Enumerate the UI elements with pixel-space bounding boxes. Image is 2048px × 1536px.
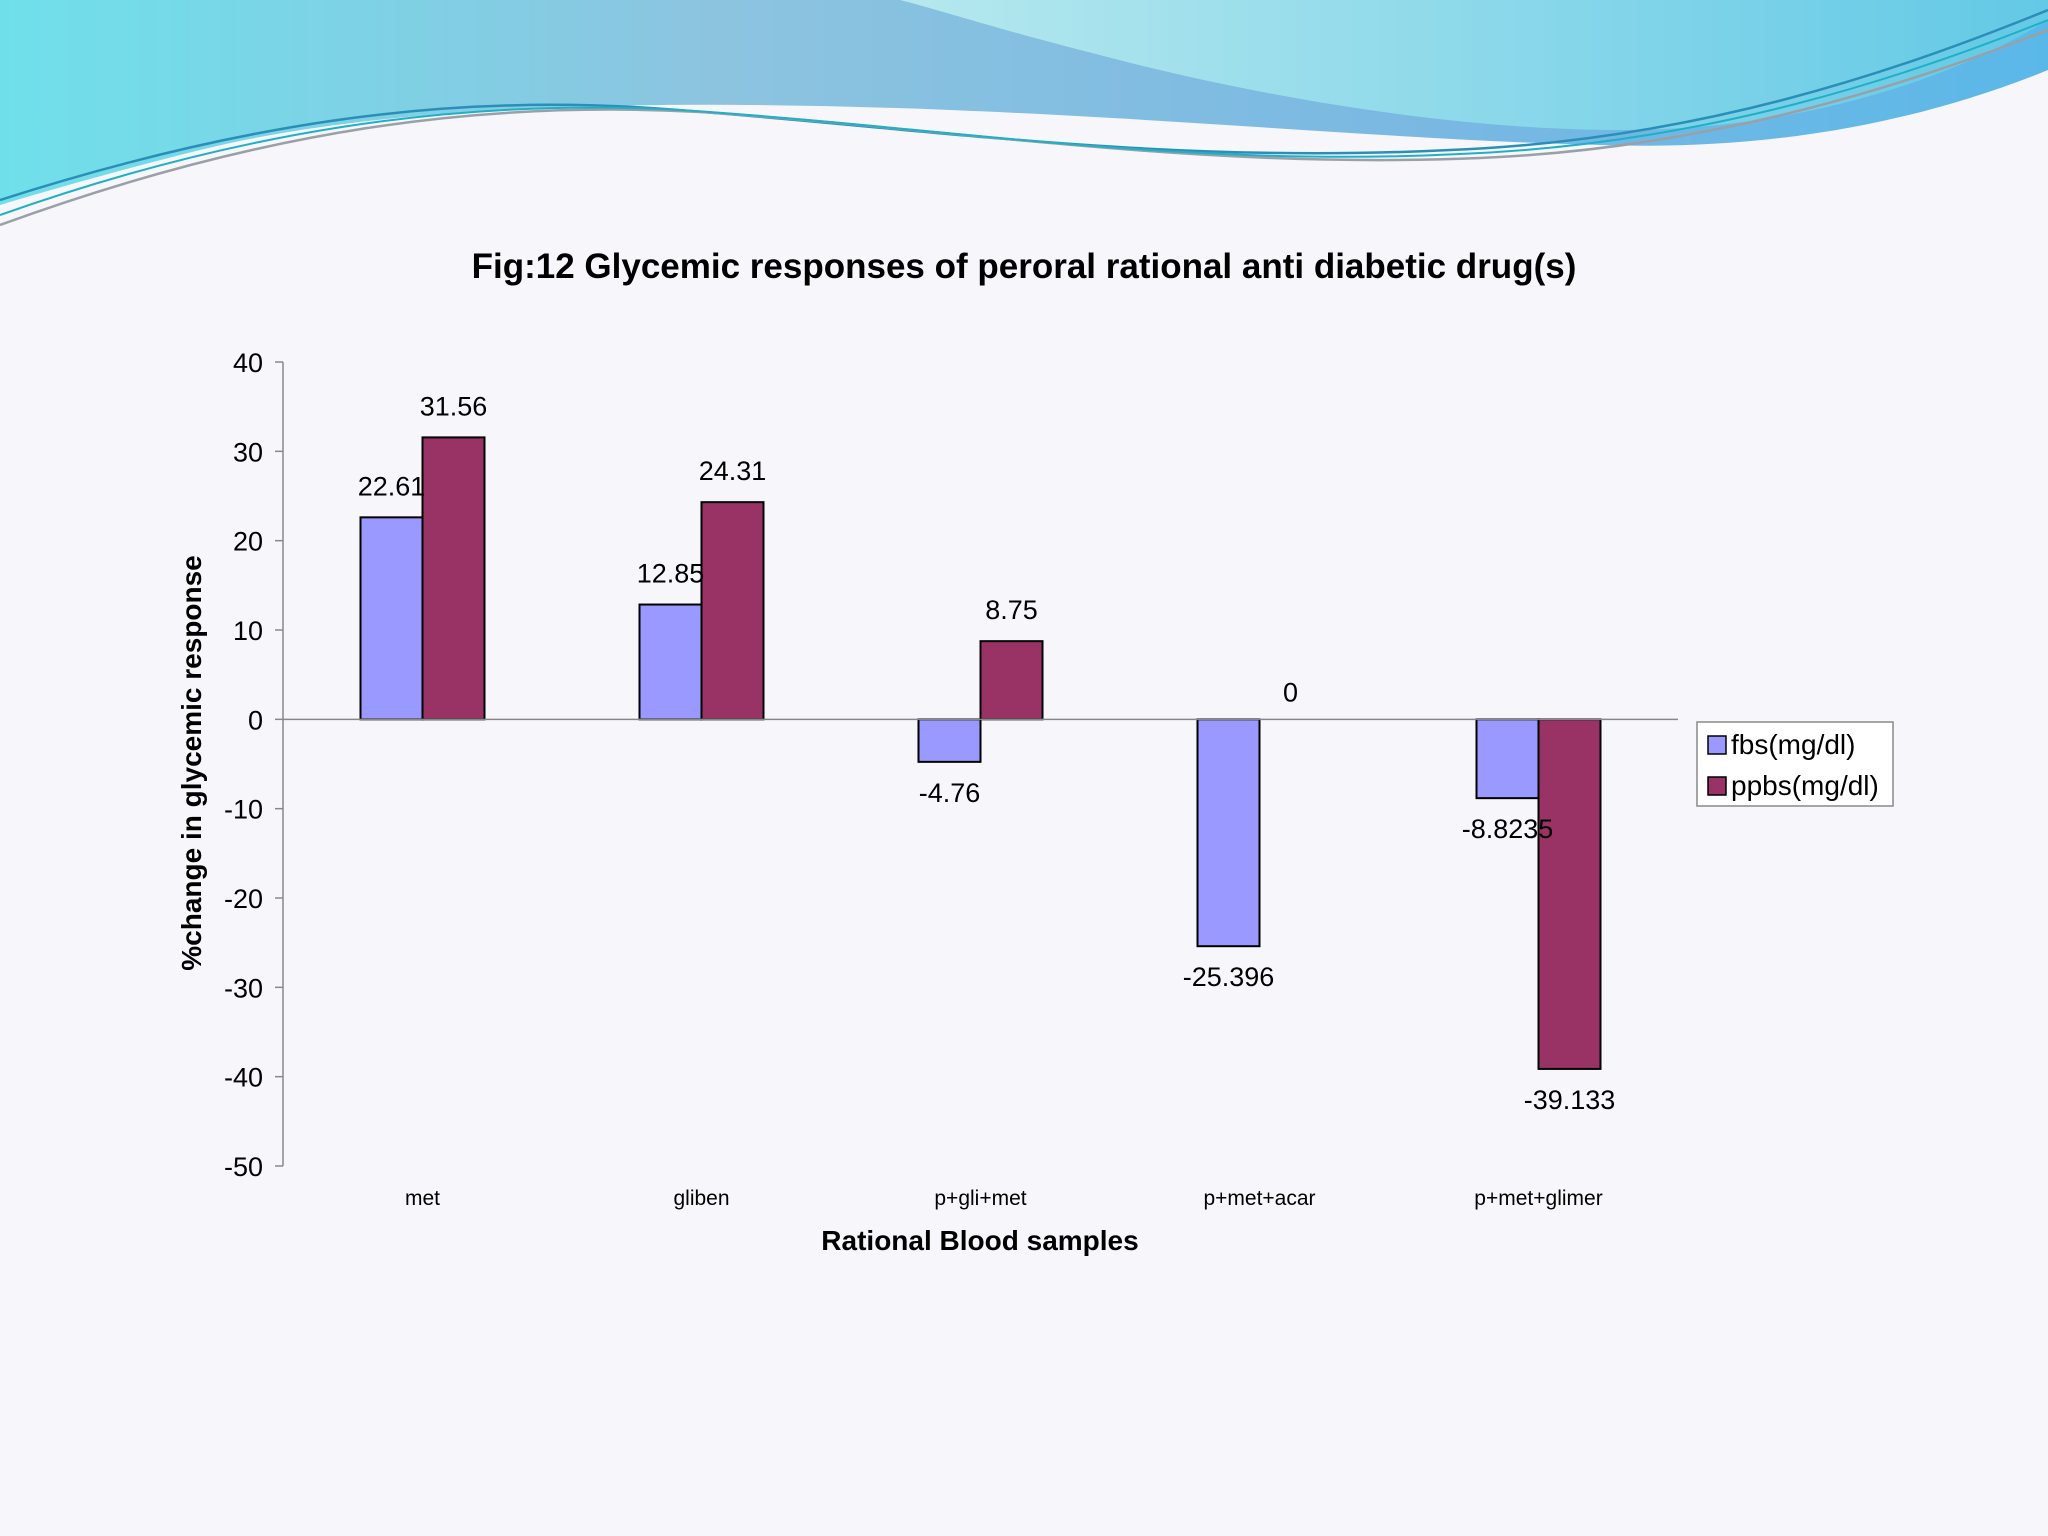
x-tick-label: p+gli+met bbox=[934, 1187, 1026, 1210]
x-tick-label: gliben bbox=[673, 1187, 729, 1210]
legend: fbs(mg/dl) ppbs(mg/dl) bbox=[1696, 721, 1894, 807]
legend-label-fbs: fbs(mg/dl) bbox=[1731, 729, 1855, 760]
bar-ppbs-1 bbox=[700, 501, 765, 721]
data-label-fbs-2: -4.76 bbox=[919, 778, 981, 808]
y-tick-label: -20 bbox=[224, 884, 263, 914]
y-tick-label: 40 bbox=[233, 348, 263, 378]
wave-line-3 bbox=[0, 19, 2048, 216]
data-label-ppbs-0: 31.56 bbox=[420, 391, 488, 421]
x-tick-label: p+met+glimer bbox=[1474, 1187, 1602, 1210]
bar-ppbs-0 bbox=[421, 436, 486, 721]
bar-fbs-4 bbox=[1475, 718, 1540, 800]
data-label-ppbs-2: 8.75 bbox=[985, 595, 1038, 625]
data-labels: 22.61 31.56 12.85 24.31 -4.76 8.75 -25.396 0 -8.… bbox=[358, 391, 1616, 1115]
y-tick-label: -50 bbox=[224, 1152, 263, 1182]
y-tick-label: 30 bbox=[233, 437, 263, 467]
y-tick-label: 0 bbox=[248, 705, 263, 735]
bar-group bbox=[359, 436, 1602, 1070]
data-label-ppbs-4: -39.133 bbox=[1524, 1085, 1616, 1115]
chart-title: Fig:12 Glycemic responses of peroral rat… bbox=[472, 247, 1577, 286]
bar-fbs-0 bbox=[359, 516, 424, 721]
data-label-fbs-4: -8.8235 bbox=[1462, 814, 1554, 844]
bar-fbs-2 bbox=[917, 718, 982, 763]
y-axis: 40 30 20 10 0 -10 -20 -30 -40 -50 bbox=[224, 348, 284, 1182]
legend-swatch-ppbs bbox=[1707, 776, 1727, 796]
data-label-ppbs-1: 24.31 bbox=[699, 456, 767, 486]
y-tick-label: -40 bbox=[224, 1063, 263, 1093]
y-tick-label: 20 bbox=[233, 527, 263, 557]
decorative-wave-banner bbox=[0, 0, 2048, 227]
data-label-fbs-3: -25.396 bbox=[1183, 962, 1275, 992]
y-axis-title: %change in glycemic response bbox=[176, 555, 207, 971]
y-tick-label: -30 bbox=[224, 973, 263, 1003]
bar-ppbs-4 bbox=[1537, 718, 1602, 1070]
y-tick-label: 10 bbox=[233, 616, 263, 646]
y-tick-label: -10 bbox=[224, 795, 263, 825]
x-tick-label: p+met+acar bbox=[1203, 1187, 1315, 1210]
data-label-fbs-0: 22.61 bbox=[358, 471, 426, 501]
x-axis-labels: met gliben p+gli+met p+met+acar p+met+glimer bbox=[405, 1187, 1603, 1210]
bar-ppbs-2 bbox=[979, 640, 1044, 721]
bar-fbs-1 bbox=[638, 603, 703, 721]
x-axis-title: Rational Blood samples bbox=[821, 1225, 1138, 1256]
legend-swatch-fbs bbox=[1707, 735, 1727, 755]
legend-box bbox=[1696, 721, 1894, 807]
x-tick-label: met bbox=[405, 1187, 440, 1210]
bar-fbs-3 bbox=[1196, 718, 1261, 948]
legend-label-ppbs: ppbs(mg/dl) bbox=[1731, 770, 1879, 801]
data-label-ppbs-3: 0 bbox=[1283, 677, 1298, 707]
wave-shape-light bbox=[900, 0, 2048, 130]
data-label-fbs-1: 12.85 bbox=[637, 559, 705, 589]
